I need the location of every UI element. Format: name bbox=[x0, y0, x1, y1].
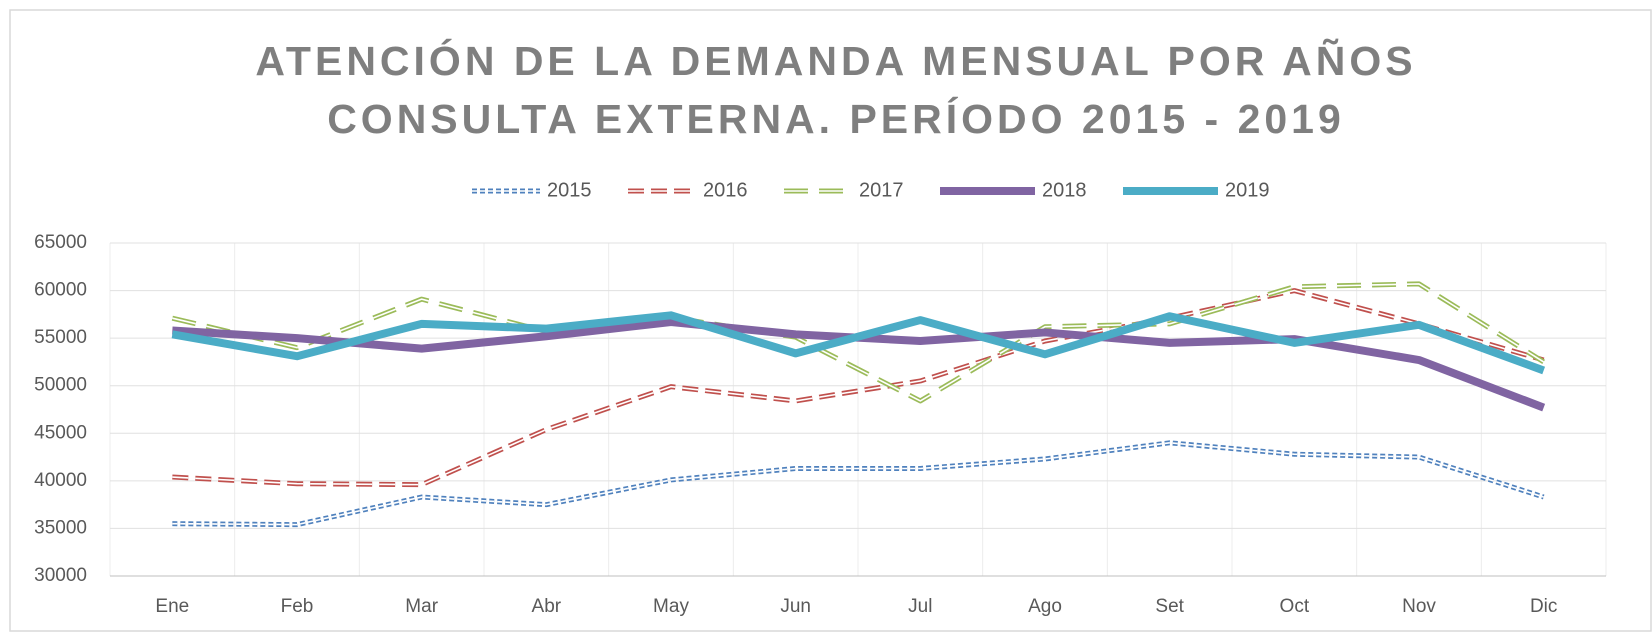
series-line-inner bbox=[172, 442, 1544, 526]
legend-label: 2018 bbox=[1042, 179, 1087, 201]
y-tick-label: 30000 bbox=[34, 565, 87, 586]
series-line bbox=[171, 311, 1546, 375]
x-tick-label: Set bbox=[1155, 596, 1184, 617]
x-tick-label: Nov bbox=[1402, 596, 1436, 617]
chart-title: ATENCIÓN DE LA DEMANDA MENSUAL POR AÑOS bbox=[255, 38, 1416, 84]
legend-label: 2015 bbox=[547, 179, 592, 201]
y-tick-label: 60000 bbox=[34, 280, 87, 301]
x-tick-label: Dic bbox=[1530, 596, 1557, 617]
x-tick-label: Jun bbox=[780, 596, 811, 617]
x-tick-label: Feb bbox=[281, 596, 314, 617]
y-tick-label: 45000 bbox=[34, 422, 87, 443]
x-tick-label: Oct bbox=[1280, 596, 1310, 617]
x-tick-label: Ene bbox=[155, 596, 189, 617]
series-line-inner bbox=[172, 283, 1545, 402]
y-tick-label: 50000 bbox=[34, 375, 87, 396]
x-tick-label: Abr bbox=[532, 596, 562, 617]
legend-label: 2016 bbox=[703, 179, 748, 201]
x-tick-label: Ago bbox=[1028, 596, 1062, 617]
legend-label: 2017 bbox=[859, 179, 904, 201]
chart-frame bbox=[9, 9, 1652, 632]
y-tick-label: 40000 bbox=[34, 470, 87, 491]
x-tick-label: Jul bbox=[908, 596, 932, 617]
x-tick-label: Mar bbox=[405, 596, 438, 617]
y-tick-label: 35000 bbox=[34, 517, 87, 538]
y-tick-label: 65000 bbox=[34, 232, 87, 253]
y-tick-label: 55000 bbox=[34, 327, 87, 348]
x-tick-label: May bbox=[653, 596, 689, 617]
series-line-inner bbox=[172, 289, 1544, 486]
chart-subtitle: CONSULTA EXTERNA. PERÍODO 2015 - 2019 bbox=[327, 96, 1345, 142]
legend-label: 2019 bbox=[1225, 179, 1270, 201]
